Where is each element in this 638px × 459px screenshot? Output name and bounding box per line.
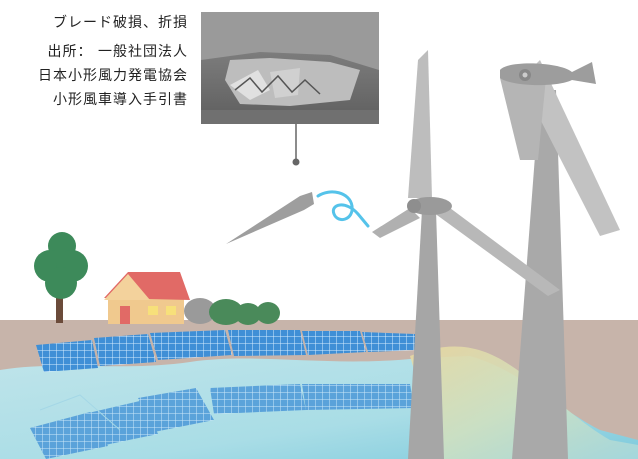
photo-caption-title: ブレード破損、折損 [53,15,188,31]
bushes [184,298,280,325]
solar-panel-icon [84,400,158,446]
solar-panel-icon [362,332,418,352]
wind-turbine-icon [500,60,620,459]
solar-panel-row-lower [30,384,414,459]
source-organization: 日本小形風力発電協会 [38,68,188,84]
solar-panel-icon [228,330,306,356]
detached-blade [226,192,314,244]
solar-panel-icon [36,340,98,372]
solar-panel-icon [210,384,306,414]
house-icon [104,272,190,324]
tree-icon [34,232,88,323]
broken-blade-photo [201,12,379,124]
source-label: 出所： 一般社団法人 [47,44,188,60]
solar-panel-icon [302,384,414,410]
solar-panel-icon [94,334,156,366]
wind-turbine-icon [372,50,560,459]
solar-panel-row-upper [36,330,418,372]
source-document: 小形風車導入手引書 [53,92,188,108]
solar-panel-icon [138,388,214,432]
solar-panel-icon [302,331,366,355]
wind-swirl-icon [316,190,370,228]
solar-panel-icon [30,412,108,459]
solar-panel-icon [150,330,232,360]
